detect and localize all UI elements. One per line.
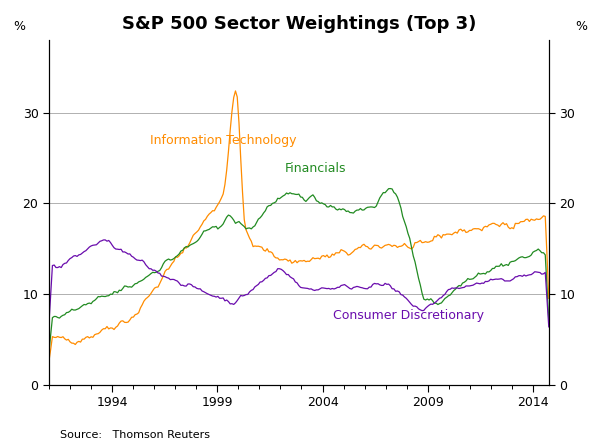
Title: S&P 500 Sector Weightings (Top 3): S&P 500 Sector Weightings (Top 3) — [122, 15, 476, 33]
Text: Consumer Discretionary: Consumer Discretionary — [333, 309, 484, 322]
Text: %: % — [575, 20, 587, 33]
Text: %: % — [13, 20, 25, 33]
Text: Source:   Thomson Reuters: Source: Thomson Reuters — [60, 430, 210, 440]
Text: Financials: Financials — [284, 161, 346, 175]
Text: Information Technology: Information Technology — [150, 134, 296, 147]
